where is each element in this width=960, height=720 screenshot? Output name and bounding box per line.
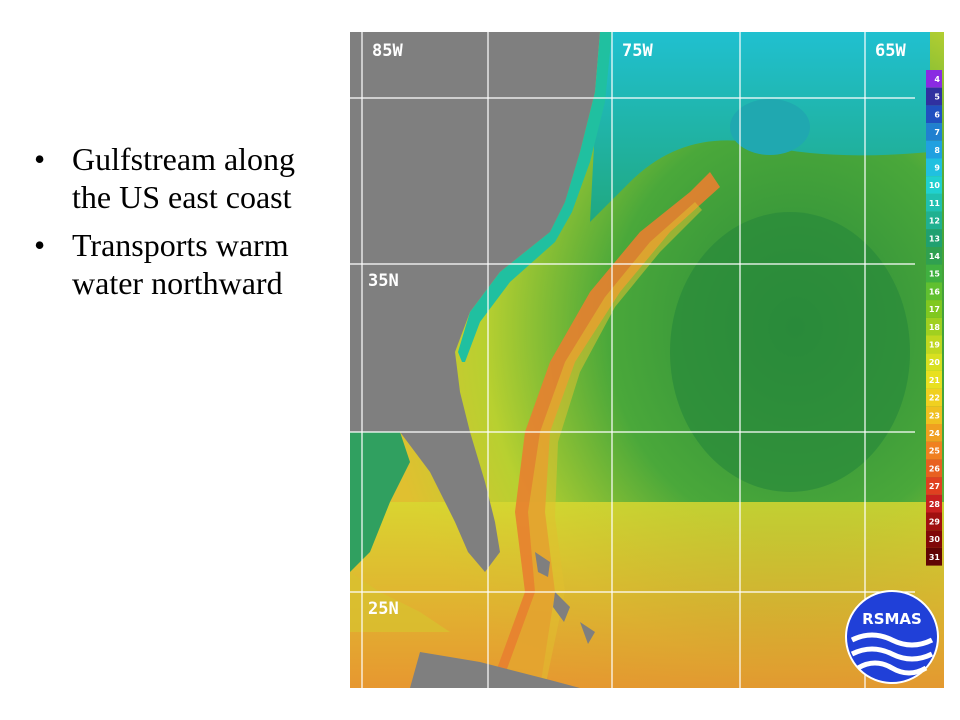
land-bahamas-1 bbox=[535, 552, 550, 577]
rsmas-logo: RSMAS bbox=[845, 590, 939, 684]
scale-value-label: 25 bbox=[929, 447, 941, 456]
scale-value-label: 13 bbox=[929, 234, 940, 243]
land-bahamas-2 bbox=[553, 592, 570, 622]
scale-swatch bbox=[926, 459, 942, 478]
scale-swatch bbox=[926, 388, 942, 407]
scale-swatch bbox=[926, 530, 942, 548]
scale-value-label: 12 bbox=[929, 217, 940, 226]
interior-water bbox=[670, 212, 910, 492]
scale-swatch bbox=[926, 282, 942, 301]
bullet-text: Gulfstream along the US east coast bbox=[72, 141, 296, 215]
lon-label-65w: 65W bbox=[875, 41, 906, 61]
scale-value-label: 19 bbox=[929, 341, 941, 350]
scale-value-label: 28 bbox=[929, 500, 941, 509]
lat-label-35n: 35N bbox=[368, 271, 399, 291]
scale-value-label: 10 bbox=[929, 181, 941, 190]
scale-value-label: 5 bbox=[934, 93, 940, 102]
scale-value-label: 31 bbox=[929, 553, 941, 562]
bullet-item-transports: • Transports warm water northward bbox=[30, 226, 330, 302]
temperature-scale-bar: 4 5 6 7 8 9 10 11 12 13 14 15 16 17 18 19 20 21 22 23 24 25 26… bbox=[926, 70, 942, 566]
bullet-text: Transports warm water northward bbox=[72, 227, 289, 301]
scale-swatch bbox=[926, 494, 942, 513]
scale-swatch bbox=[926, 335, 942, 354]
scale-swatch bbox=[926, 353, 942, 371]
scale-value-label: 4 bbox=[934, 75, 940, 84]
scale-value-label: 27 bbox=[929, 482, 940, 491]
coordinate-grid bbox=[350, 32, 915, 688]
scale-swatch bbox=[926, 441, 942, 460]
map-svg: 85W 75W 65W 35N 25N 4 5 6 7 8 9 10 11 12 13 14 15 16… bbox=[350, 32, 944, 688]
scale-value-label: 24 bbox=[929, 429, 941, 438]
scale-value-label: 23 bbox=[929, 411, 940, 420]
scale-swatch bbox=[926, 247, 942, 265]
scale-swatch bbox=[926, 211, 942, 230]
scale-value-label: 26 bbox=[929, 464, 941, 473]
scale-value-label: 29 bbox=[929, 518, 941, 527]
lat-label-25n: 25N bbox=[368, 599, 399, 619]
scale-swatch bbox=[926, 176, 942, 194]
logo-wave-1 bbox=[850, 632, 934, 648]
scale-swatch bbox=[926, 158, 942, 177]
scale-swatch bbox=[926, 264, 942, 283]
scale-value-label: 18 bbox=[929, 323, 941, 332]
scale-swatch bbox=[926, 300, 942, 318]
scale-swatch bbox=[926, 87, 942, 106]
coastal-cold-strip bbox=[458, 32, 612, 362]
scale-swatch bbox=[926, 317, 942, 336]
scale-swatch bbox=[926, 512, 942, 531]
scale-swatch bbox=[926, 424, 942, 442]
scale-value-label: 8 bbox=[934, 146, 940, 155]
gulf-coast-shelf bbox=[350, 432, 410, 572]
scale-value-label: 7 bbox=[934, 128, 940, 137]
scale-swatch bbox=[926, 406, 942, 424]
bullet-dot: • bbox=[34, 141, 46, 177]
land-cuba bbox=[410, 652, 580, 688]
scale-swatch bbox=[926, 140, 942, 159]
bullet-item-gulfstream: • Gulfstream along the US east coast bbox=[30, 140, 330, 216]
lon-label-75w: 75W bbox=[622, 41, 653, 61]
gulfstream-edge bbox=[500, 202, 702, 688]
scale-swatch bbox=[926, 123, 942, 141]
cold-eddy bbox=[730, 99, 810, 155]
scale-value-label: 9 bbox=[934, 164, 940, 173]
scale-value-label: 6 bbox=[934, 110, 940, 119]
logo-wave-3 bbox=[856, 660, 928, 676]
bullet-dot: • bbox=[34, 227, 46, 263]
scale-value-label: 20 bbox=[929, 358, 941, 367]
logo-text: RSMAS bbox=[862, 610, 922, 628]
land-bahamas-3 bbox=[580, 622, 595, 644]
scale-value-label: 30 bbox=[929, 535, 941, 544]
scale-value-label: 11 bbox=[929, 199, 941, 208]
scale-value-label: 17 bbox=[929, 305, 940, 314]
scale-value-label: 22 bbox=[929, 394, 940, 403]
scale-swatch bbox=[926, 547, 942, 566]
lon-label-85w: 85W bbox=[372, 41, 403, 61]
bullet-list: • Gulfstream along the US east coast • Tra… bbox=[30, 140, 330, 312]
scale-swatch bbox=[926, 477, 942, 495]
land-us-east-coast bbox=[350, 32, 600, 572]
scale-swatch bbox=[926, 370, 942, 389]
scale-swatch bbox=[926, 105, 942, 124]
sea-surface-temperature-map: 85W 75W 65W 35N 25N 4 5 6 7 8 9 10 11 12 13 14 15 16… bbox=[350, 32, 944, 688]
scale-value-label: 15 bbox=[929, 270, 941, 279]
logo-wave-2 bbox=[850, 646, 934, 662]
scale-swatch bbox=[926, 70, 942, 88]
scale-value-label: 14 bbox=[929, 252, 941, 261]
scale-value-label: 16 bbox=[929, 287, 941, 296]
scale-swatch bbox=[926, 229, 942, 247]
scale-value-label: 21 bbox=[929, 376, 941, 385]
scale-swatch bbox=[926, 193, 942, 212]
gulf-water bbox=[350, 572, 450, 632]
